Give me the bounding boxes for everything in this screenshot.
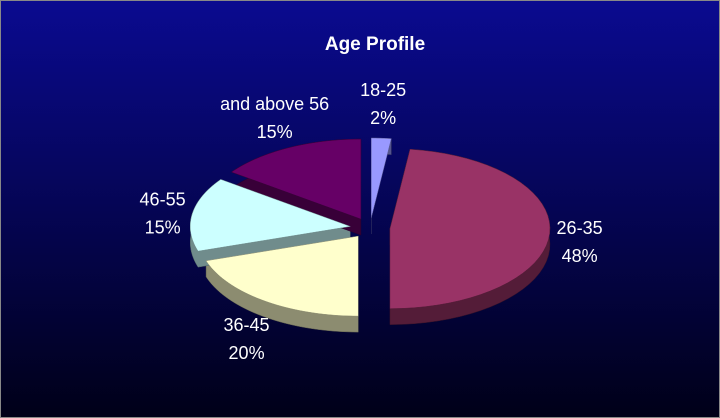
chart-title: Age Profile: [325, 34, 425, 55]
slice: [230, 138, 362, 220]
slice: [389, 148, 551, 309]
value-label: 15%: [257, 122, 293, 142]
slice-label: 36-45: [224, 315, 270, 335]
slice: [190, 179, 352, 252]
value-label: 20%: [229, 343, 265, 363]
slice-label: 46-55: [140, 189, 186, 209]
value-label: 48%: [562, 246, 598, 266]
slice: [205, 235, 359, 317]
slice-label: 26-35: [557, 218, 603, 238]
slice-label: 18-25: [360, 80, 406, 100]
slice-label: and above 56: [220, 94, 329, 114]
value-label: 2%: [370, 108, 396, 128]
value-label: 15%: [145, 217, 181, 237]
slice: [371, 137, 392, 219]
